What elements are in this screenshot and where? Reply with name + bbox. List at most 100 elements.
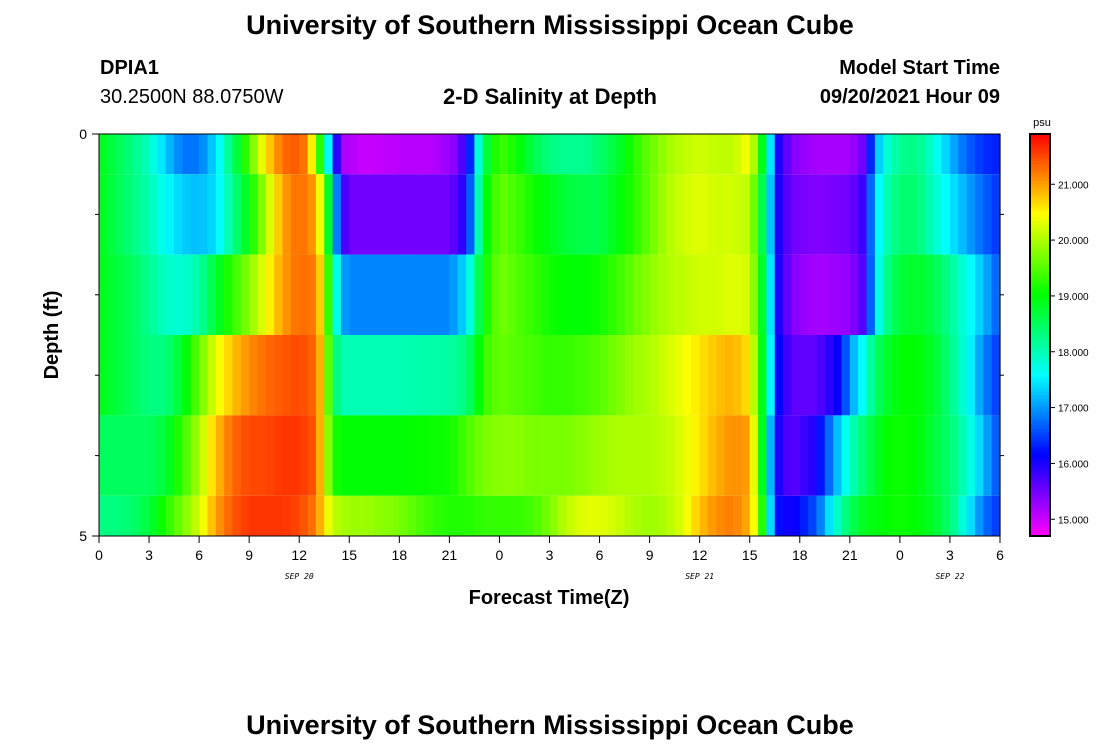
colorbar-band xyxy=(1030,298,1050,303)
heatmap-cell xyxy=(874,415,884,496)
heatmap-cell xyxy=(591,495,601,536)
heatmap-cell xyxy=(657,254,667,335)
heatmap-cell xyxy=(724,495,734,536)
heatmap-cell xyxy=(774,335,784,416)
heatmap-cell xyxy=(566,495,576,536)
heatmap-cell xyxy=(824,495,834,536)
heatmap-cell xyxy=(282,495,292,536)
heatmap-cell xyxy=(190,335,200,416)
heatmap-cell xyxy=(516,254,526,335)
heatmap-cell xyxy=(315,415,325,496)
heatmap-cell xyxy=(591,134,601,175)
colorbar-tick-label: 16.000 xyxy=(1058,459,1089,470)
heatmap-cell xyxy=(390,495,400,536)
heatmap-cell xyxy=(357,495,367,536)
heatmap-cell xyxy=(733,495,742,536)
heatmap-cell xyxy=(791,415,801,496)
heatmap-cell xyxy=(265,415,275,496)
heatmap-cell xyxy=(858,134,868,175)
heatmap-cell xyxy=(966,495,976,536)
heatmap-cell xyxy=(307,134,317,175)
heatmap-cell xyxy=(566,134,576,175)
heatmap-cell xyxy=(157,415,167,496)
heatmap-cell xyxy=(874,495,884,536)
heatmap-cell xyxy=(924,415,934,496)
heatmap-cell xyxy=(324,134,334,175)
heatmap-cell xyxy=(265,254,275,335)
heatmap-cell xyxy=(382,335,392,416)
heatmap-cell xyxy=(432,134,442,175)
heatmap-cell xyxy=(215,415,225,496)
heatmap-cell xyxy=(574,254,584,335)
heatmap-cell xyxy=(708,174,717,255)
heatmap-cell xyxy=(741,134,751,175)
heatmap-cell xyxy=(199,335,209,416)
heatmap-cell xyxy=(783,134,793,175)
heatmap-cell xyxy=(616,415,626,496)
heatmap-cell xyxy=(541,335,551,416)
heatmap-cell xyxy=(340,254,350,335)
heatmap-cell xyxy=(449,174,459,255)
x-tick-label: 15 xyxy=(341,547,357,563)
heatmap-cell xyxy=(991,254,1001,335)
colorbar-band xyxy=(1030,140,1050,145)
heatmap-cell xyxy=(499,415,509,496)
heatmap-cell xyxy=(607,495,617,536)
heatmap-cell xyxy=(182,415,192,496)
heatmap-cell xyxy=(607,415,617,496)
colorbar-band xyxy=(1030,512,1050,517)
heatmap-cell xyxy=(657,174,667,255)
heatmap-cell xyxy=(891,174,901,255)
heatmap-cell xyxy=(124,134,133,175)
colorbar-band xyxy=(1030,432,1050,437)
heatmap-cell xyxy=(424,174,434,255)
colorbar-band xyxy=(1030,402,1050,406)
colorbar-band xyxy=(1030,412,1050,416)
heatmap-cell xyxy=(132,415,142,496)
heatmap-cell xyxy=(299,415,309,496)
heatmap-cell xyxy=(416,254,425,335)
heatmap-cell xyxy=(257,254,267,335)
heatmap-cell xyxy=(758,415,767,496)
colorbar-band xyxy=(1030,190,1050,195)
colorbar-band xyxy=(1030,499,1050,504)
heatmap-cell xyxy=(657,415,667,496)
colorbar-band xyxy=(1030,157,1050,162)
heatmap-cell xyxy=(449,254,459,335)
heatmap-cell xyxy=(874,134,884,175)
colorbar-band xyxy=(1030,207,1050,212)
heatmap-cell xyxy=(132,254,142,335)
colorbar-frame xyxy=(1029,133,1051,537)
heatmap-cell xyxy=(207,495,217,536)
heatmap-cell xyxy=(299,495,309,536)
heatmap-cell xyxy=(549,335,559,416)
heatmap-cell xyxy=(591,254,601,335)
chart-title: 2-D Salinity at Depth xyxy=(443,84,657,109)
heatmap-cell xyxy=(574,415,584,496)
colorbar-band xyxy=(1030,345,1050,349)
colorbar-band xyxy=(1030,405,1050,410)
heatmap-cell xyxy=(749,335,759,416)
x-tick-label: 0 xyxy=(896,547,904,563)
heatmap-cell xyxy=(340,335,350,416)
heatmap-cell xyxy=(708,134,717,175)
heatmap-cell xyxy=(974,335,984,416)
heatmap-cell xyxy=(232,174,242,255)
heatmap-cell xyxy=(899,335,909,416)
heatmap-cell xyxy=(532,254,542,335)
heatmap-cell xyxy=(99,134,108,175)
heatmap-cell xyxy=(99,335,108,416)
x-tick-label: 21 xyxy=(842,547,858,563)
heatmap-cell xyxy=(315,254,325,335)
heatmap-cell xyxy=(933,254,943,335)
heatmap-cell xyxy=(791,174,801,255)
heatmap-cell xyxy=(749,495,759,536)
heatmap-cell xyxy=(324,335,334,416)
heatmap-cell xyxy=(190,134,200,175)
heatmap-cell xyxy=(691,134,701,175)
heatmap-cell xyxy=(624,415,634,496)
heatmap-cell xyxy=(616,134,626,175)
heatmap-cell xyxy=(407,335,417,416)
heatmap-cell xyxy=(766,335,776,416)
heatmap-cell xyxy=(132,335,142,416)
